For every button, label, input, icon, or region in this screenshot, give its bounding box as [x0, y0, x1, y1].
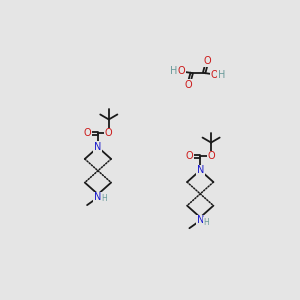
- Text: O: O: [203, 56, 211, 66]
- Text: N: N: [196, 165, 204, 175]
- Text: O: O: [83, 128, 91, 138]
- Text: O: O: [178, 66, 185, 76]
- Text: N: N: [94, 192, 102, 203]
- Text: N: N: [94, 142, 102, 152]
- Text: H: H: [218, 70, 226, 80]
- Text: H: H: [204, 218, 209, 226]
- Text: O: O: [210, 70, 218, 80]
- Text: O: O: [105, 128, 112, 138]
- Text: O: O: [207, 152, 215, 161]
- Text: O: O: [186, 152, 193, 161]
- Text: H: H: [101, 194, 107, 203]
- Text: H: H: [170, 66, 178, 76]
- Text: O: O: [185, 80, 192, 89]
- Text: N: N: [196, 215, 204, 226]
